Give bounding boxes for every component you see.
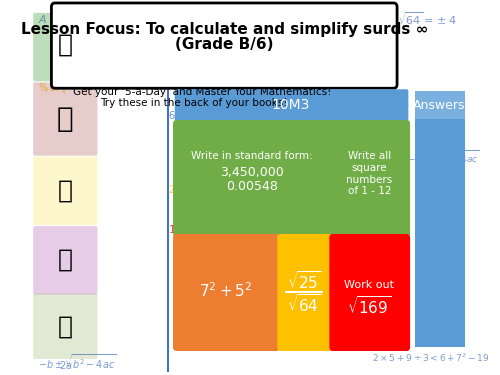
- Text: $- 19$: $- 19$: [172, 126, 194, 138]
- Text: 🍌: 🍌: [58, 178, 73, 203]
- Text: $16 =$: $16 =$: [168, 223, 194, 235]
- Text: 🥗: 🥗: [58, 33, 73, 57]
- Text: of 1 - 12: of 1 - 12: [348, 186, 391, 196]
- FancyBboxPatch shape: [33, 226, 98, 294]
- FancyBboxPatch shape: [52, 3, 397, 88]
- FancyBboxPatch shape: [330, 234, 410, 351]
- Text: 🍓: 🍓: [58, 248, 73, 272]
- Text: $6 +$: $6 +$: [168, 109, 185, 121]
- Text: Lesson Focus: To calculate and simplify surds ∞: Lesson Focus: To calculate and simplify …: [20, 22, 428, 37]
- FancyBboxPatch shape: [330, 120, 410, 237]
- Text: 🍎: 🍎: [57, 105, 74, 133]
- Text: $A = \pi r^2$: $A = \pi r^2$: [38, 10, 78, 27]
- Text: 3,450,000: 3,450,000: [220, 166, 284, 178]
- Text: (Grade B/6): (Grade B/6): [175, 37, 274, 52]
- FancyBboxPatch shape: [416, 91, 465, 119]
- Text: $7^4$: $7^4$: [437, 218, 450, 232]
- FancyBboxPatch shape: [33, 13, 98, 81]
- FancyBboxPatch shape: [416, 91, 465, 347]
- FancyBboxPatch shape: [33, 157, 98, 225]
- Text: numbers: numbers: [346, 174, 393, 184]
- Text: $\% \; of \; \frac{1}{x}$: $\% \; of \; \frac{1}{x}$: [38, 80, 68, 96]
- Text: Get your ‘5-a-Day’ and Master Your Mathematics!: Get your ‘5-a-Day’ and Master Your Mathe…: [74, 87, 332, 97]
- Text: $-b \pm \sqrt{b^2 - 4ac}$: $-b \pm \sqrt{b^2 - 4ac}$: [406, 149, 480, 166]
- Text: $\sqrt{64}$: $\sqrt{64}$: [287, 293, 322, 315]
- Text: $6$: $6$: [443, 273, 452, 285]
- FancyBboxPatch shape: [173, 120, 332, 237]
- FancyBboxPatch shape: [277, 234, 332, 351]
- Text: $\sqrt{25}$: $\sqrt{25}$: [287, 270, 322, 292]
- Text: $\sqrt{169}$: $\sqrt{169}$: [347, 294, 392, 316]
- FancyBboxPatch shape: [33, 82, 98, 156]
- Text: Answers: Answers: [414, 99, 466, 112]
- Text: $\%$: $\%$: [420, 188, 439, 207]
- Text: $2a$: $2a$: [59, 359, 73, 371]
- Text: $-b \pm \sqrt{b^2 - 4ac}$: $-b \pm \sqrt{b^2 - 4ac}$: [38, 352, 117, 370]
- Text: Write in standard form:: Write in standard form:: [191, 151, 313, 161]
- Text: $7^2$: $7^2$: [176, 245, 188, 259]
- Text: $2$: $2$: [168, 183, 175, 195]
- Text: Work out: Work out: [344, 280, 395, 290]
- Text: 10M3: 10M3: [272, 98, 310, 112]
- Text: 🥝: 🥝: [58, 314, 73, 338]
- FancyBboxPatch shape: [174, 89, 408, 121]
- Text: $2a$: $2a$: [424, 159, 436, 170]
- Text: $k^2$: $k^2$: [442, 233, 454, 247]
- Text: $2 \times 5 + 9 \div 3 < 6 + 7^2 - 19$: $2 \times 5 + 9 \div 3 < 6 + 7^2 - 19$: [372, 352, 490, 364]
- Text: Write all: Write all: [348, 151, 391, 161]
- Text: $\sqrt{64} = \pm 4$: $\sqrt{64} = \pm 4$: [398, 10, 456, 27]
- Text: $7^2 + 5^2$: $7^2 + 5^2$: [200, 281, 252, 300]
- Text: square: square: [352, 163, 387, 172]
- Text: Try these in the back of your books!: Try these in the back of your books!: [100, 98, 288, 108]
- Text: 0.00548: 0.00548: [226, 180, 278, 194]
- FancyBboxPatch shape: [173, 234, 280, 351]
- FancyBboxPatch shape: [33, 294, 98, 359]
